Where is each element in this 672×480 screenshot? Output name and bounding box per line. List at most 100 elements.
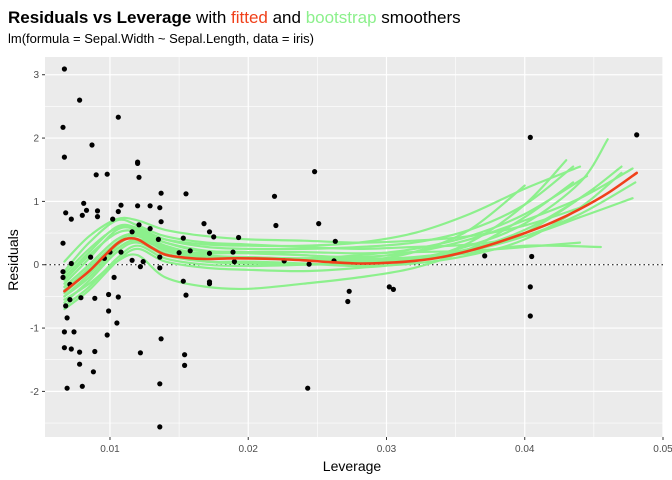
residual-point bbox=[104, 332, 110, 338]
residual-point bbox=[61, 329, 67, 335]
residual-point bbox=[157, 381, 163, 387]
residual-point bbox=[71, 329, 77, 335]
residual-point bbox=[236, 234, 242, 241]
y-tick-label: 2 bbox=[33, 134, 39, 145]
chart-title-fitted: fitted bbox=[231, 8, 268, 27]
residual-point bbox=[106, 291, 112, 298]
residual-point bbox=[64, 315, 70, 321]
chart-title-with: with bbox=[191, 8, 231, 27]
residual-point bbox=[89, 142, 95, 148]
residual-point bbox=[182, 352, 188, 358]
residual-point bbox=[90, 369, 96, 375]
y-tick-label: 1 bbox=[33, 197, 39, 208]
residual-point bbox=[61, 154, 67, 160]
residual-point bbox=[68, 216, 74, 222]
y-tick-label: 0 bbox=[33, 260, 39, 271]
residual-point bbox=[386, 284, 392, 290]
bootstrap-smoother-line bbox=[63, 184, 526, 307]
x-tick-label: 0.05 bbox=[653, 444, 672, 455]
residual-point bbox=[527, 284, 533, 290]
residual-point bbox=[158, 336, 164, 342]
residual-point bbox=[482, 253, 488, 259]
residual-point bbox=[63, 210, 69, 216]
x-tick-label: 0.02 bbox=[239, 444, 259, 455]
residual-point bbox=[332, 238, 338, 244]
residual-point bbox=[83, 207, 90, 213]
residual-point bbox=[305, 385, 311, 391]
bootstrap-smoother-line bbox=[63, 181, 637, 298]
residual-point bbox=[79, 383, 85, 389]
residual-point bbox=[527, 313, 533, 319]
residual-point bbox=[60, 274, 66, 280]
residual-point bbox=[60, 240, 66, 246]
chart-subtitle: lm(formula = Sepal.Width ~ Sepal.Length,… bbox=[8, 31, 314, 46]
residual-point bbox=[136, 222, 142, 228]
residual-point bbox=[77, 349, 83, 355]
fitted-smoother-line bbox=[63, 171, 638, 293]
residual-point bbox=[180, 278, 186, 284]
residual-point bbox=[316, 221, 322, 227]
residual-point bbox=[634, 132, 640, 138]
residual-point bbox=[230, 249, 236, 255]
x-axis-label: Leverage bbox=[323, 458, 382, 474]
residual-point bbox=[115, 114, 121, 120]
residual-point bbox=[211, 234, 217, 240]
residual-point bbox=[182, 362, 188, 368]
residual-point bbox=[137, 350, 143, 356]
residual-point bbox=[183, 191, 189, 197]
residual-point bbox=[129, 229, 135, 235]
residual-point bbox=[390, 286, 396, 292]
residual-point bbox=[68, 346, 74, 352]
residual-point bbox=[92, 295, 98, 301]
residual-point bbox=[135, 160, 141, 166]
y-axis-ticks: -2 -1 0 1 2 3 bbox=[30, 70, 45, 398]
bootstrap-smoother-line bbox=[63, 171, 623, 304]
residual-point bbox=[68, 260, 74, 267]
residual-point bbox=[176, 250, 182, 256]
residual-point bbox=[106, 308, 112, 314]
x-tick-label: 0.03 bbox=[377, 444, 397, 455]
residual-point bbox=[104, 171, 110, 177]
residual-point bbox=[157, 424, 163, 430]
residual-point bbox=[206, 229, 213, 235]
residual-point bbox=[129, 257, 135, 263]
residual-point bbox=[527, 134, 533, 140]
residual-point bbox=[187, 248, 193, 254]
residual-point bbox=[67, 297, 73, 303]
residual-point bbox=[136, 174, 142, 180]
chart-title-and: and bbox=[268, 8, 306, 27]
residual-point bbox=[135, 203, 141, 209]
residual-point bbox=[111, 274, 117, 280]
x-tick-label: 0.01 bbox=[100, 444, 120, 455]
residual-point bbox=[271, 193, 278, 199]
residual-point bbox=[115, 294, 121, 300]
y-tick-label: -1 bbox=[30, 324, 39, 335]
residual-point bbox=[110, 216, 116, 222]
x-tick-label: 0.04 bbox=[515, 444, 535, 455]
residual-point bbox=[140, 259, 146, 265]
residual-point bbox=[157, 205, 163, 211]
residual-point bbox=[118, 249, 124, 255]
residual-point bbox=[79, 212, 85, 218]
chart-title-bold: Residuals vs Leverage bbox=[8, 8, 191, 27]
residual-point bbox=[157, 265, 163, 271]
residual-point bbox=[94, 214, 101, 220]
residual-point bbox=[64, 385, 70, 391]
residual-point bbox=[273, 222, 279, 229]
y-tick-label: 3 bbox=[33, 70, 39, 81]
chart-title: Residuals vs Leverage with fitted and bo… bbox=[8, 8, 461, 27]
residual-point bbox=[231, 259, 237, 265]
residual-point bbox=[137, 264, 143, 270]
residual-point bbox=[529, 253, 535, 260]
residual-point bbox=[157, 254, 163, 260]
residual-point bbox=[60, 124, 66, 130]
residual-point bbox=[92, 348, 98, 355]
residual-point bbox=[306, 261, 312, 267]
residual-point bbox=[118, 202, 124, 208]
residual-point bbox=[63, 303, 69, 309]
residual-point bbox=[346, 288, 352, 294]
residual-point bbox=[77, 97, 83, 103]
residual-point bbox=[155, 236, 161, 242]
residual-point bbox=[115, 208, 121, 215]
x-axis-ticks: 0.01 0.02 0.03 0.04 0.05 bbox=[100, 437, 672, 455]
